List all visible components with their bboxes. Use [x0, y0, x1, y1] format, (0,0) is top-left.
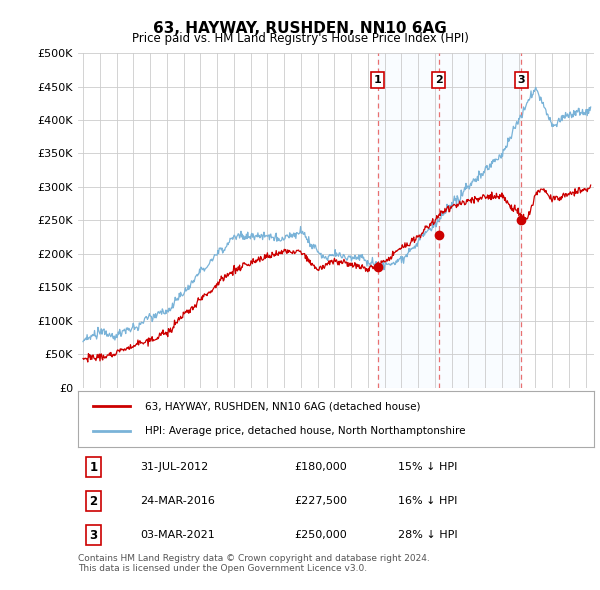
- Text: 28% ↓ HPI: 28% ↓ HPI: [398, 530, 458, 540]
- Text: 2: 2: [434, 75, 442, 85]
- Text: 16% ↓ HPI: 16% ↓ HPI: [398, 496, 457, 506]
- Text: Contains HM Land Registry data © Crown copyright and database right 2024.
This d: Contains HM Land Registry data © Crown c…: [78, 554, 430, 573]
- Text: 63, HAYWAY, RUSHDEN, NN10 6AG (detached house): 63, HAYWAY, RUSHDEN, NN10 6AG (detached …: [145, 401, 421, 411]
- Text: 15% ↓ HPI: 15% ↓ HPI: [398, 462, 457, 472]
- Text: Price paid vs. HM Land Registry's House Price Index (HPI): Price paid vs. HM Land Registry's House …: [131, 32, 469, 45]
- Text: HPI: Average price, detached house, North Northamptonshire: HPI: Average price, detached house, Nort…: [145, 426, 466, 436]
- Text: 1: 1: [89, 461, 98, 474]
- Bar: [377, 53, 521, 388]
- Text: 3: 3: [518, 75, 525, 85]
- Text: 03-MAR-2021: 03-MAR-2021: [140, 530, 215, 540]
- Text: £250,000: £250,000: [295, 530, 347, 540]
- Text: 2: 2: [89, 494, 98, 508]
- Text: 1: 1: [374, 75, 382, 85]
- Text: 3: 3: [89, 529, 98, 542]
- Text: 63, HAYWAY, RUSHDEN, NN10 6AG: 63, HAYWAY, RUSHDEN, NN10 6AG: [153, 21, 447, 35]
- Text: 24-MAR-2016: 24-MAR-2016: [140, 496, 215, 506]
- Text: 31-JUL-2012: 31-JUL-2012: [140, 462, 208, 472]
- Text: £180,000: £180,000: [295, 462, 347, 472]
- Text: £227,500: £227,500: [295, 496, 348, 506]
